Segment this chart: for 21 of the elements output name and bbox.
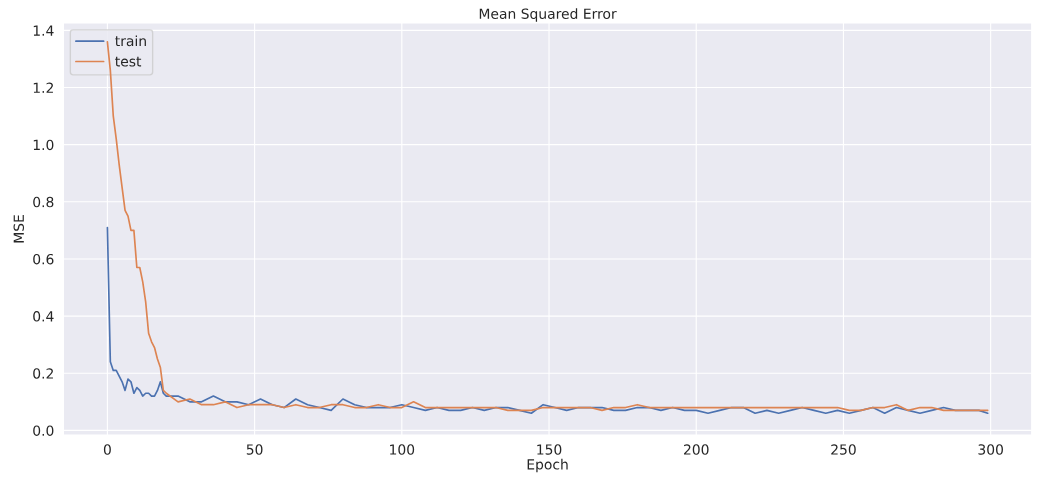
- y-tick-label: 0.8: [33, 196, 54, 208]
- y-axis-title: MSE: [13, 215, 25, 243]
- x-tick-label: 0: [103, 444, 111, 455]
- y-tick-label: 1.0: [33, 139, 54, 151]
- y-tick-label: 0.4: [33, 311, 54, 322]
- x-tick-label: 150: [537, 444, 562, 455]
- x-tick-label: 50: [246, 444, 263, 455]
- x-tick-label: 250: [831, 444, 856, 455]
- x-tick-label: 200: [684, 444, 709, 455]
- y-tick-label: 0.0: [33, 425, 54, 436]
- x-axis-title: Epoch: [527, 458, 568, 473]
- chart-title: Mean Squared Error: [479, 8, 617, 22]
- y-tick-label: 1.4: [33, 25, 54, 36]
- line-series: [106, 226, 989, 415]
- y-tick-label: 0.2: [33, 368, 53, 379]
- legend-label: train: [115, 35, 146, 47]
- y-tick-label: 1.2: [33, 82, 53, 93]
- x-tick-label: 100: [390, 444, 415, 455]
- x-tick-label: 300: [978, 444, 1003, 455]
- y-tick-label: 0.6: [33, 253, 54, 265]
- legend-label: test: [115, 56, 142, 67]
